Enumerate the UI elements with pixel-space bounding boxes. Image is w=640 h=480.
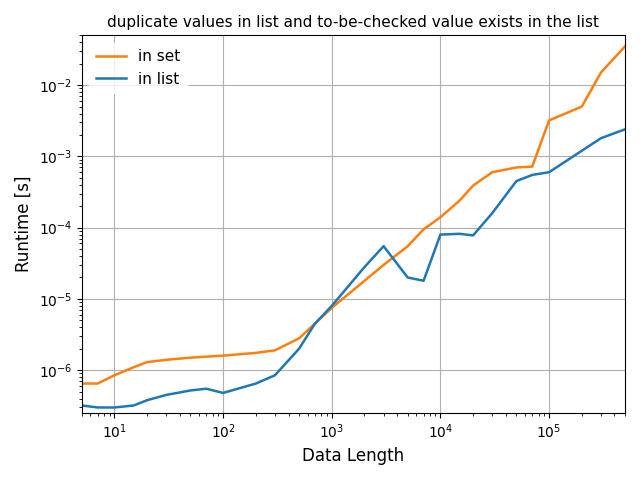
in list	[380, 243, 387, 249]
in set	[163, 357, 170, 363]
in list	[271, 372, 279, 378]
in set	[187, 355, 195, 360]
Line: in list: in list	[82, 129, 625, 408]
in list	[360, 264, 368, 270]
in set	[130, 364, 138, 370]
in list	[404, 275, 412, 280]
in list	[488, 210, 496, 216]
in set	[488, 169, 496, 175]
in list	[328, 303, 335, 309]
in set	[420, 227, 428, 232]
in list	[252, 381, 260, 386]
in list	[420, 278, 428, 284]
in list	[295, 346, 303, 352]
in list	[94, 405, 102, 410]
in set	[513, 165, 520, 170]
in set	[360, 278, 368, 284]
in set	[436, 215, 444, 220]
Legend: in set, in list: in set, in list	[90, 43, 187, 93]
in set	[529, 164, 536, 169]
in set	[328, 305, 335, 311]
in list	[202, 386, 210, 392]
in set	[202, 354, 210, 360]
in list	[621, 126, 629, 132]
X-axis label: Data Length: Data Length	[302, 447, 404, 465]
in set	[380, 262, 387, 268]
in list	[597, 135, 605, 141]
in set	[578, 104, 586, 109]
in list	[578, 148, 586, 154]
in list	[78, 403, 86, 408]
in set	[111, 372, 118, 378]
in set	[252, 350, 260, 356]
in set	[94, 381, 102, 386]
in list	[163, 392, 170, 398]
in list	[529, 172, 536, 178]
in list	[220, 390, 227, 396]
in set	[295, 336, 303, 341]
in set	[311, 321, 319, 326]
in set	[545, 118, 553, 123]
in list	[311, 321, 319, 326]
in list	[545, 169, 553, 175]
in set	[621, 44, 629, 49]
Y-axis label: Runtime [s]: Runtime [s]	[15, 176, 33, 273]
in list	[436, 232, 444, 238]
in list	[456, 231, 463, 237]
Line: in set: in set	[82, 47, 625, 384]
in set	[456, 198, 463, 204]
in set	[597, 70, 605, 75]
in set	[78, 381, 86, 386]
in set	[220, 353, 227, 359]
Title: duplicate values in list and to-be-checked value exists in the list: duplicate values in list and to-be-check…	[108, 15, 600, 30]
in set	[143, 359, 151, 365]
in list	[111, 405, 118, 410]
in set	[271, 348, 279, 353]
in list	[130, 403, 138, 408]
in set	[404, 243, 412, 249]
in list	[143, 397, 151, 403]
in list	[187, 387, 195, 393]
in list	[513, 178, 520, 184]
in set	[469, 183, 477, 189]
in list	[469, 232, 477, 238]
